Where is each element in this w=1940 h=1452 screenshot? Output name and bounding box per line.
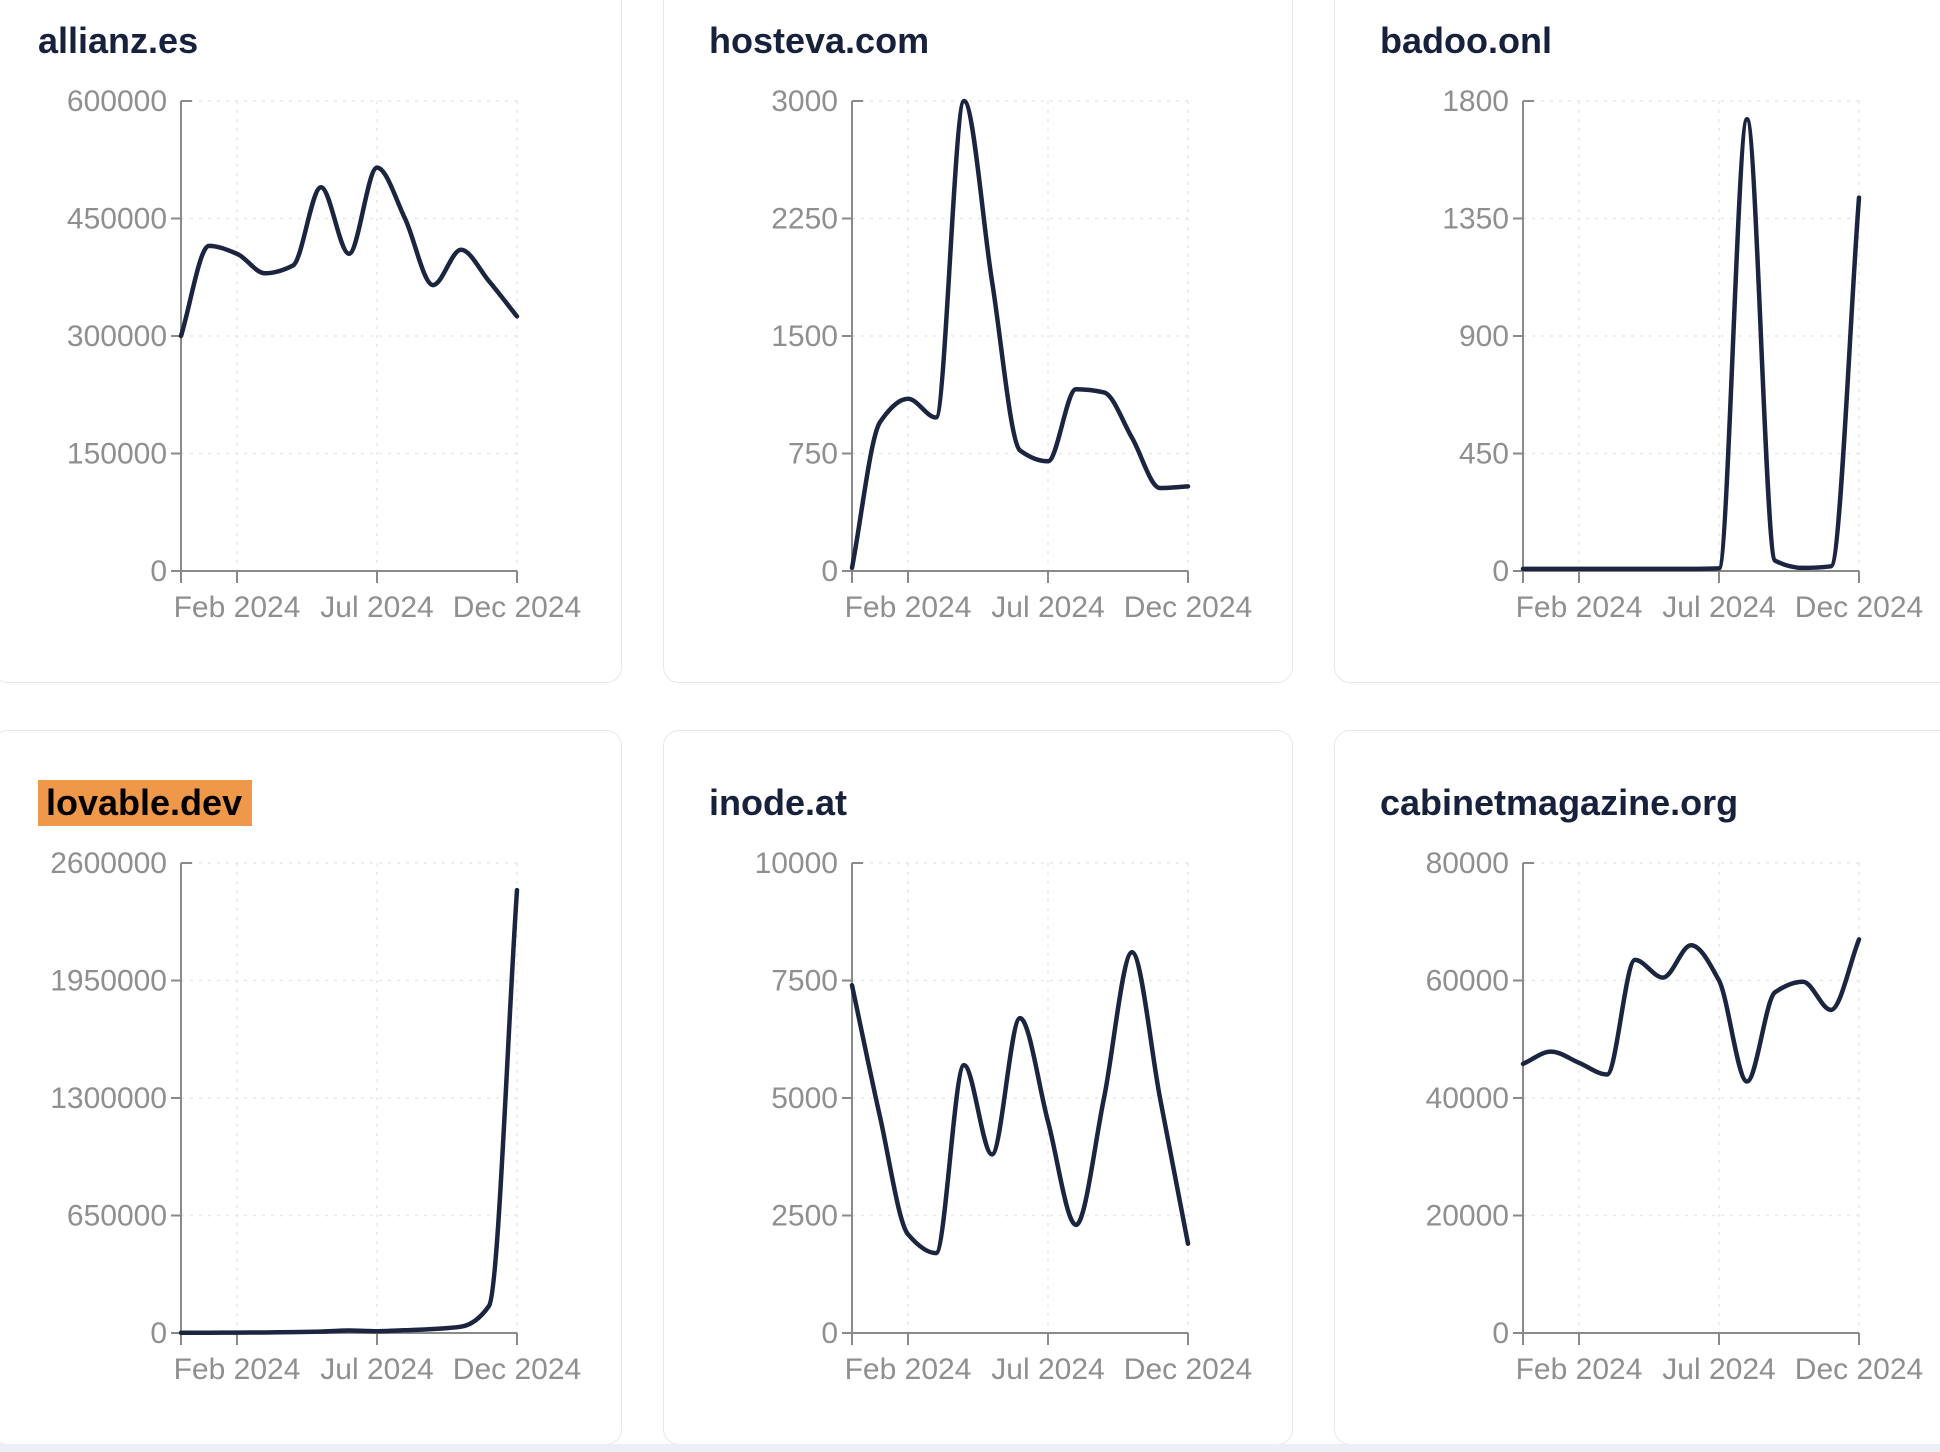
y-tick-label: 40000	[1426, 1082, 1509, 1115]
chart-title-highlight: lovable.dev	[38, 780, 253, 826]
y-tick-label: 1950000	[50, 965, 167, 998]
y-tick-label: 750	[788, 438, 838, 471]
x-tick-label: Dec 2024	[1795, 591, 1923, 624]
y-tick-label: 0	[1492, 1317, 1509, 1350]
chart-title-text: inode.at	[709, 782, 848, 823]
chart-card: badoo.onl 1800 1350 900 450 0 Feb 2024 Jul 202…	[1334, 0, 1940, 683]
y-tick-label: 300000	[67, 320, 167, 353]
series-line	[1520, 117, 1862, 572]
chart-title-text: badoo.onl	[1380, 20, 1552, 61]
x-tick-label: Feb 2024	[1516, 1353, 1643, 1386]
y-tick-label: 1800	[1442, 85, 1509, 118]
y-tick-label: 900	[1459, 320, 1509, 353]
series-line	[178, 887, 520, 1336]
x-tick-label: Dec 2024	[1124, 591, 1252, 624]
chart-card: lovable.dev 2600000 1950000 1300000 650000 0…	[0, 730, 622, 1445]
chart-title-text: cabinetmagazine.org	[1380, 782, 1739, 823]
x-tick-label: Feb 2024	[845, 591, 972, 624]
y-tick-label: 1500	[771, 320, 838, 353]
chart-card: inode.at 10000 7500 5000 2500 0 Feb 2024 Jul 2…	[663, 730, 1293, 1445]
chart-title: badoo.onl	[1380, 19, 1940, 63]
y-tick-label: 0	[821, 1317, 838, 1350]
y-tick-label: 3000	[771, 85, 838, 118]
y-tick-label: 0	[821, 555, 838, 588]
x-tick-label: Feb 2024	[845, 1353, 972, 1386]
y-tick-label: 0	[150, 1317, 167, 1350]
x-tick-label: Feb 2024	[1516, 591, 1643, 624]
x-tick-label: Jul 2024	[320, 1353, 433, 1386]
y-tick-label: 0	[1492, 555, 1509, 588]
y-tick-label: 10000	[755, 847, 838, 880]
y-tick-label: 2500	[771, 1200, 838, 1233]
chart-card: allianz.es 600000 450000 300000 150000 0 Feb …	[0, 0, 622, 683]
chart-title: cabinetmagazine.org	[1380, 781, 1940, 825]
y-tick-label: 7500	[771, 965, 838, 998]
y-tick-label: 2600000	[50, 847, 167, 880]
y-tick-label: 600000	[67, 85, 167, 118]
chart-title-text: allianz.es	[38, 20, 199, 61]
y-tick-label: 2250	[771, 203, 838, 236]
y-tick-label: 1350	[1442, 203, 1509, 236]
y-tick-label: 450000	[67, 203, 167, 236]
y-tick-label: 650000	[67, 1200, 167, 1233]
x-tick-label: Jul 2024	[1662, 1353, 1775, 1386]
x-tick-label: Dec 2024	[1795, 1353, 1923, 1386]
chart-title: lovable.dev	[38, 780, 621, 826]
y-tick-label: 60000	[1426, 965, 1509, 998]
y-tick-label: 150000	[67, 438, 167, 471]
x-tick-label: Jul 2024	[991, 591, 1104, 624]
x-tick-label: Jul 2024	[320, 591, 433, 624]
series-line	[849, 950, 1191, 1256]
series-line	[849, 98, 1191, 571]
x-tick-label: Dec 2024	[1124, 1353, 1252, 1386]
y-tick-label: 0	[150, 555, 167, 588]
y-tick-label: 80000	[1426, 847, 1509, 880]
y-tick-label: 20000	[1426, 1200, 1509, 1233]
chart-title: allianz.es	[38, 19, 621, 63]
chart-title: hosteva.com	[709, 19, 1292, 63]
x-tick-label: Feb 2024	[174, 591, 301, 624]
chart-card: cabinetmagazine.org 80000 60000 40000 20000…	[1334, 730, 1940, 1445]
bottom-strip	[0, 1444, 1940, 1452]
x-tick-label: Jul 2024	[1662, 591, 1775, 624]
y-tick-label: 1300000	[50, 1082, 167, 1115]
chart-title: inode.at	[709, 781, 1292, 825]
chart-title-text: hosteva.com	[709, 20, 930, 61]
x-tick-label: Feb 2024	[174, 1353, 301, 1386]
x-tick-label: Dec 2024	[453, 591, 581, 624]
series-line	[178, 165, 520, 339]
y-tick-label: 5000	[771, 1082, 838, 1115]
x-tick-label: Jul 2024	[991, 1353, 1104, 1386]
x-tick-label: Dec 2024	[453, 1353, 581, 1386]
series-line	[1520, 937, 1862, 1084]
y-tick-label: 450	[1459, 438, 1509, 471]
chart-card: hosteva.com 3000 2250 1500 750 0 Feb 2024 Jul …	[663, 0, 1293, 683]
